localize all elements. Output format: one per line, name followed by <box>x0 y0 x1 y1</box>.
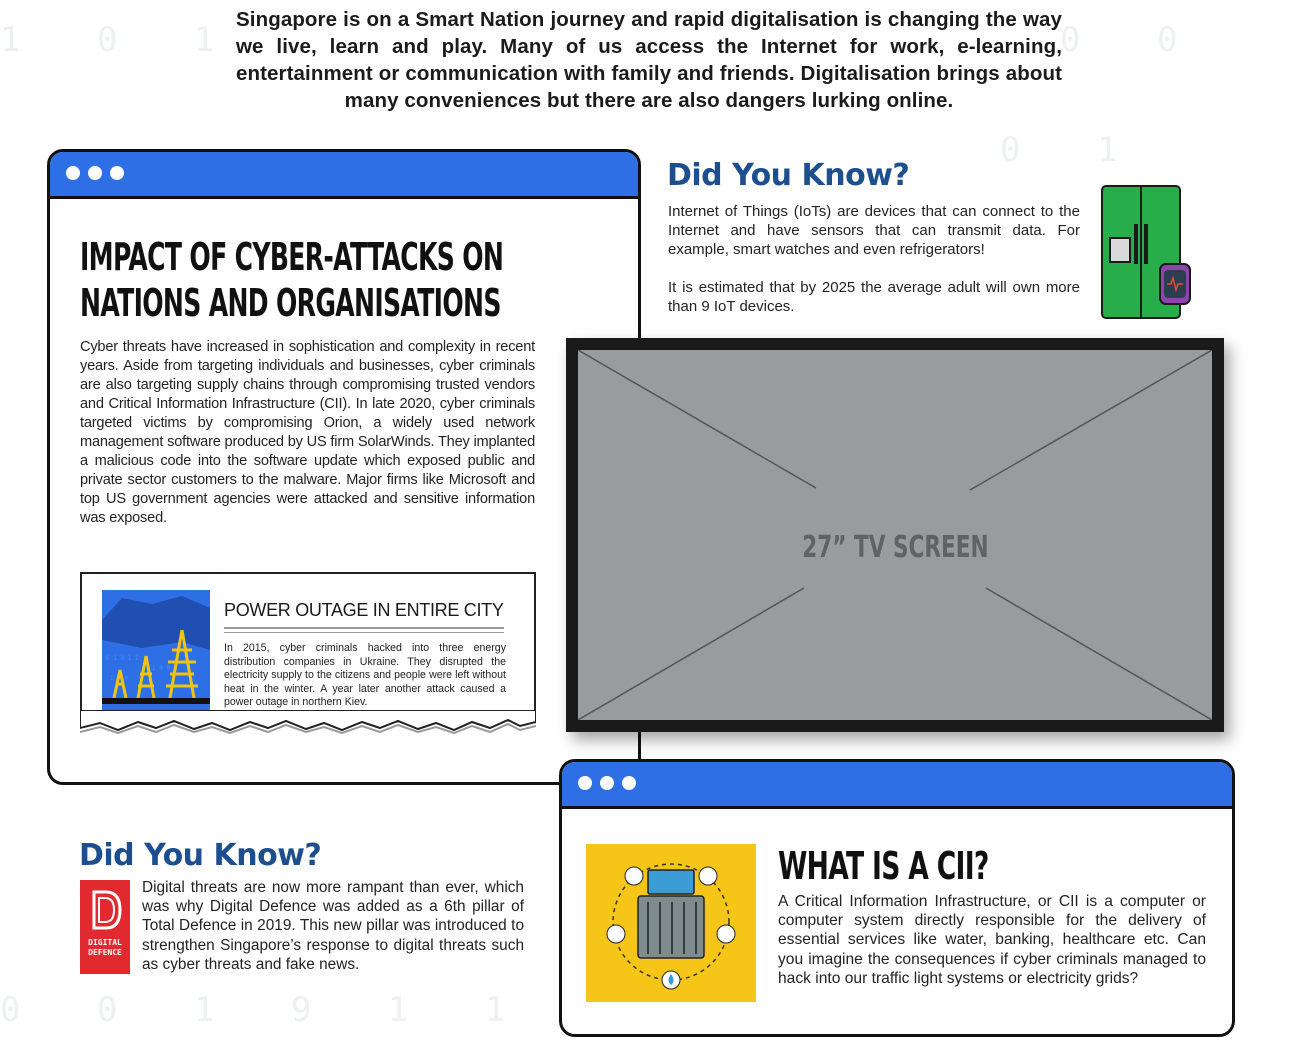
did-you-know-heading: Did You Know? <box>79 838 322 873</box>
news-headline: POWER OUTAGE IN ENTIRE CITY <box>224 600 504 629</box>
window-dot-icon <box>110 166 124 180</box>
impact-window: IMPACT OF CYBER-ATTACKS ON NATIONS AND O… <box>47 149 641 785</box>
server-infrastructure-image <box>586 844 756 1002</box>
impact-body: Cyber threats have increased in sophisti… <box>80 339 535 526</box>
background-binary-pattern: 0 1 <box>1000 130 1146 170</box>
tv-screen-frame: 27” TV SCREEN <box>566 338 1224 732</box>
window-controls <box>66 166 124 180</box>
cii-body: A Critical Information Infrastructure, o… <box>778 893 1206 987</box>
svg-text:1 0 0: 1 0 0 <box>152 665 170 672</box>
did-you-know-heading: Did You Know? <box>667 158 910 193</box>
window-dot-icon <box>622 776 636 790</box>
background-binary-pattern: 1 0 1 <box>0 20 243 60</box>
torn-paper-edge <box>80 710 536 734</box>
smart-fridge-icon <box>1101 185 1191 319</box>
window-titlebar <box>562 762 1232 809</box>
iot-para-2: It is estimated that by 2025 the average… <box>668 279 1080 315</box>
background-binary-pattern: 0 0 <box>1060 20 1206 60</box>
tv-screen-label: 27” TV SCREEN <box>801 530 989 565</box>
window-controls <box>578 776 636 790</box>
cii-window: WHAT IS A CII? A Critical Information In… <box>559 759 1235 1037</box>
iot-para-1: Internet of Things (IoTs) are devices th… <box>668 203 1080 258</box>
iot-text: Internet of Things (IoTs) are devices th… <box>668 202 1080 316</box>
window-dot-icon <box>578 776 592 790</box>
digital-defence-logo: DIGITAL DEFENCE <box>80 880 130 974</box>
cii-title: WHAT IS A CII? <box>778 844 989 888</box>
window-dot-icon <box>600 776 614 790</box>
intro-paragraph: Singapore is on a Smart Nation journey a… <box>236 8 1062 112</box>
window-titlebar <box>50 152 638 199</box>
news-divider <box>224 632 504 633</box>
news-text: In 2015, cyber criminals hacked into thr… <box>224 642 506 709</box>
digital-defence-logo-text: DIGITAL DEFENCE <box>88 938 122 957</box>
tv-screen-placeholder: 27” TV SCREEN <box>578 350 1212 720</box>
window-dot-icon <box>66 166 80 180</box>
window-dot-icon <box>88 166 102 180</box>
svg-text:0 1 0 1 1: 0 1 0 1 1 <box>106 655 139 662</box>
background-binary-pattern: 0 0 1 9 1 1 0 <box>0 990 631 1030</box>
digital-defence-text: Digital threats are now more rampant tha… <box>142 879 524 973</box>
impact-title: IMPACT OF CYBER-ATTACKS ON NATIONS AND O… <box>80 235 504 325</box>
